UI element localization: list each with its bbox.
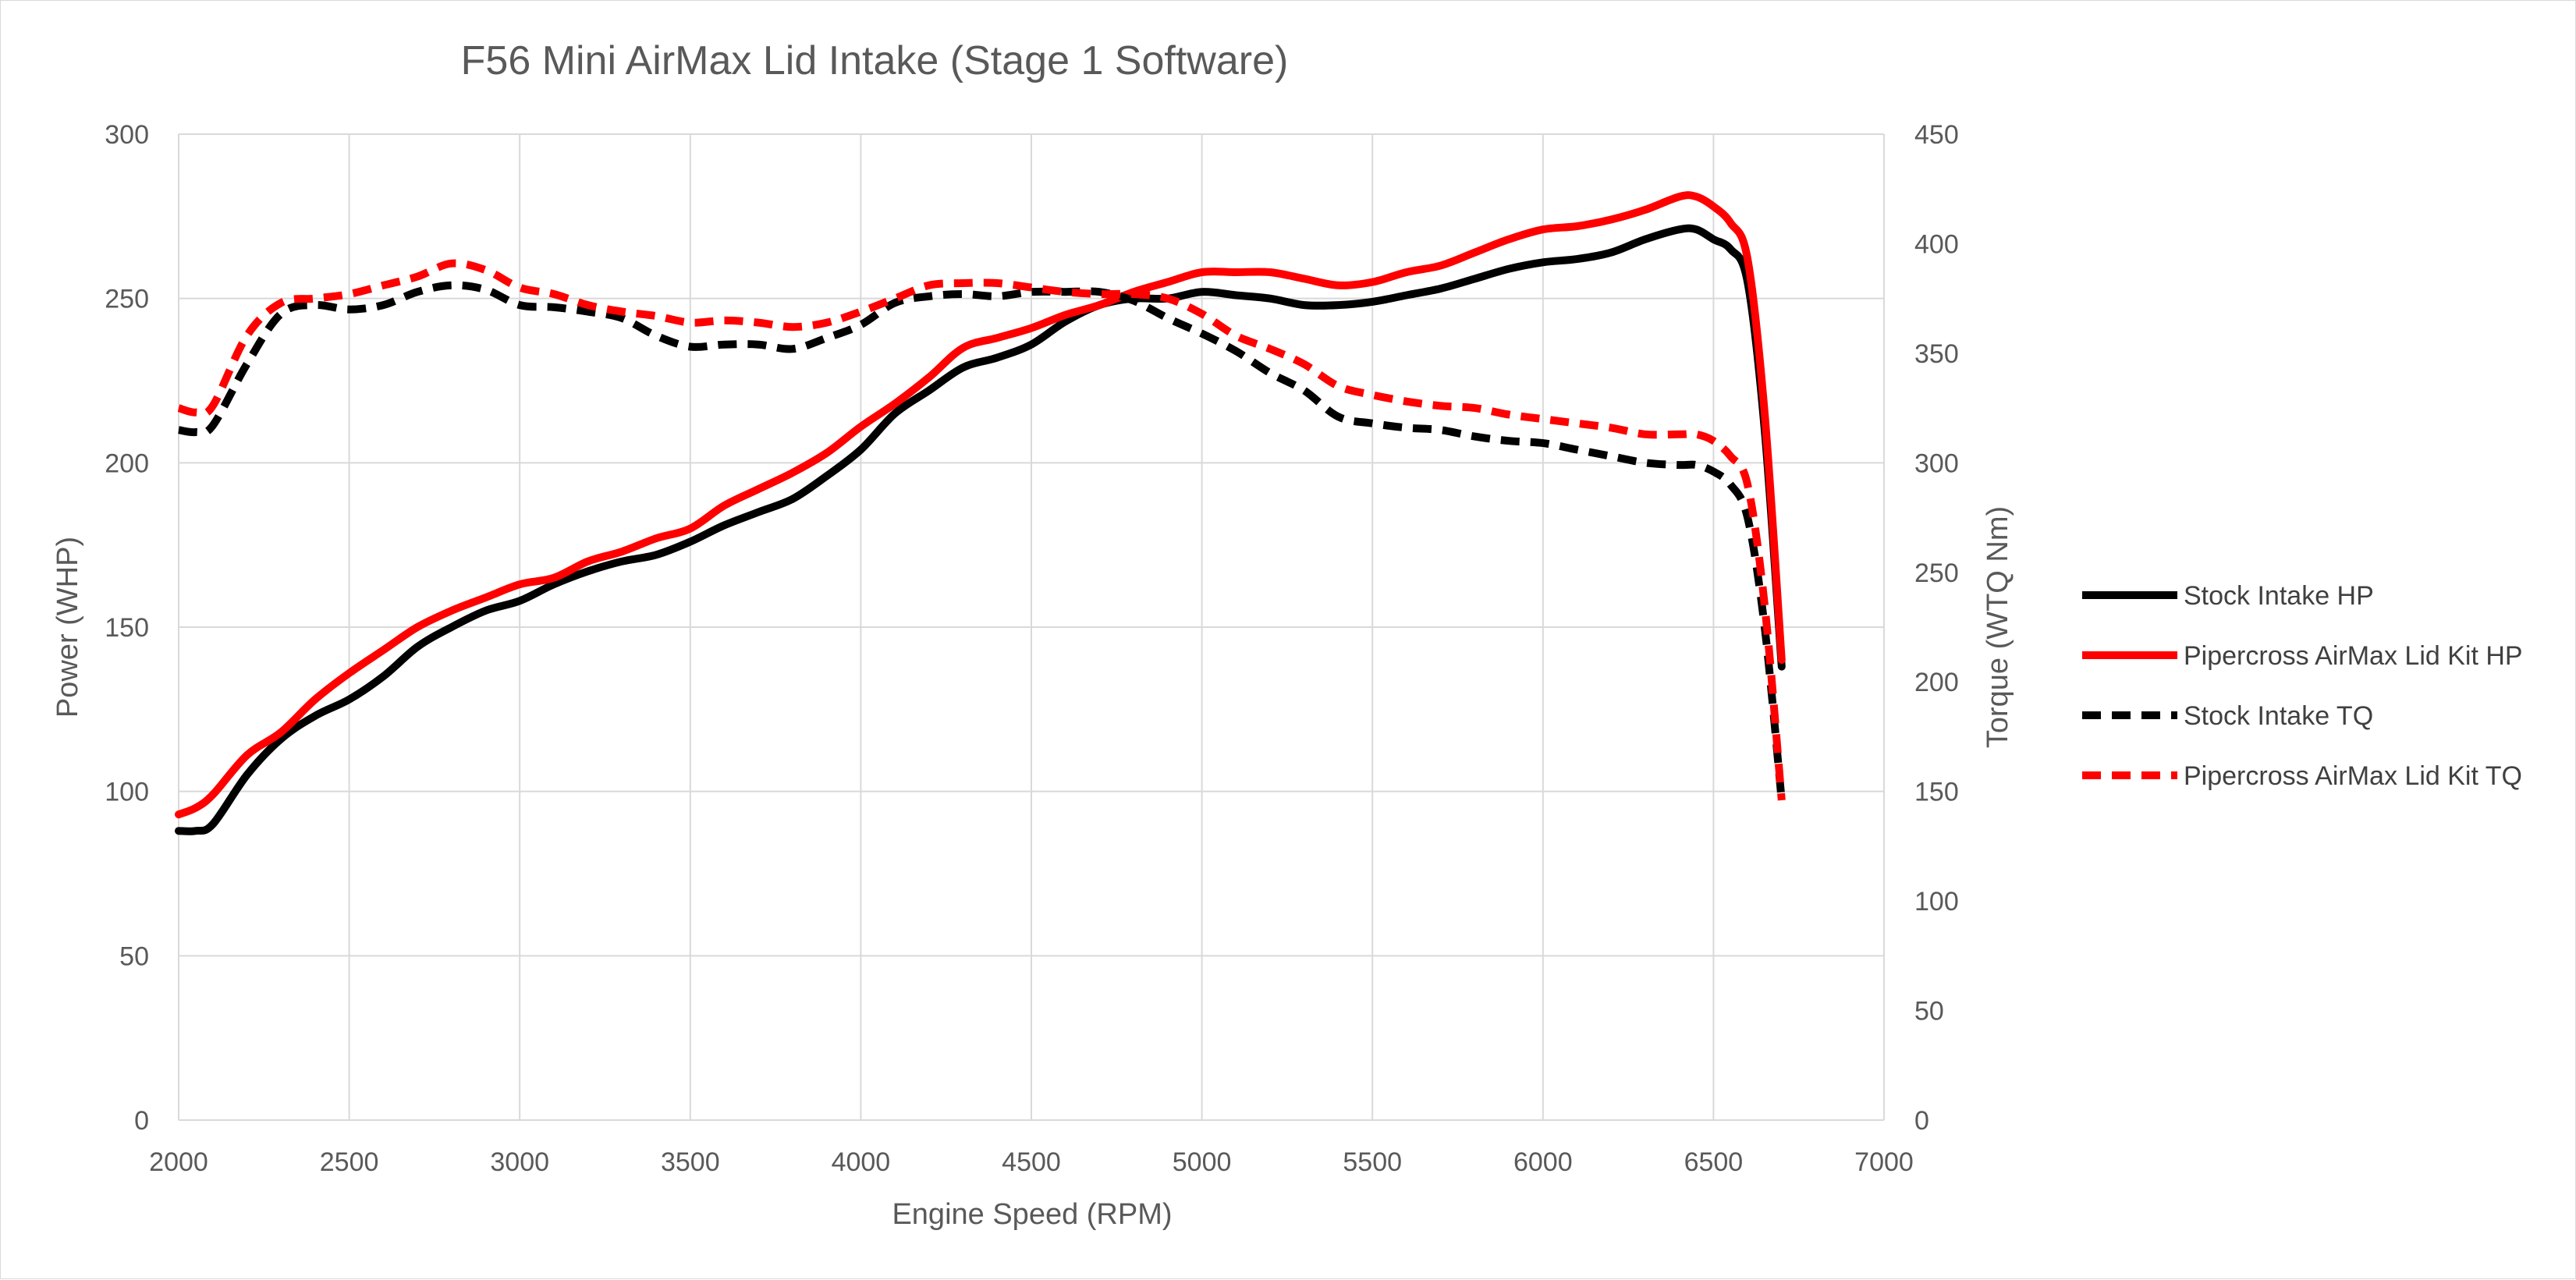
y-tick-label: 200: [105, 449, 149, 478]
y2-tick-label: 0: [1914, 1106, 1929, 1136]
y2-tick-label: 300: [1914, 449, 1959, 478]
x-tick-label: 5500: [1343, 1147, 1402, 1177]
x-tick-label: 5000: [1173, 1147, 1232, 1177]
y-tick-label: 50: [119, 941, 149, 971]
x-tick-label: 7000: [1854, 1147, 1914, 1177]
y-axis-ticks: 0 50 100 150 200 250 300: [105, 120, 149, 1136]
y2-tick-label: 150: [1914, 778, 1959, 807]
chart-title: F56 Mini AirMax Lid Intake (Stage 1 Soft…: [461, 38, 1289, 83]
x-tick-label: 4000: [832, 1147, 891, 1177]
x-tick-label: 6500: [1684, 1147, 1744, 1177]
y2-axis-title: Torque (WTQ Nm): [1982, 506, 2014, 748]
y-tick-label: 100: [105, 778, 149, 807]
y2-tick-label: 350: [1914, 339, 1959, 369]
y-tick-label: 300: [105, 120, 149, 150]
series-line-pipercross-airmax-lid-kit-tq: [177, 259, 1786, 801]
legend-label-pipercross-airmax-lid-kit-hp: Pipercross AirMax Lid Kit HP: [2184, 641, 2523, 671]
y-tick-label: 250: [105, 285, 149, 314]
y2-tick-label: 400: [1914, 229, 1959, 259]
gridlines: [178, 133, 1885, 1121]
x-tick-label: 2500: [320, 1147, 379, 1177]
y2-tick-label: 200: [1914, 668, 1959, 697]
legend-label-stock-intake-hp: Stock Intake HP: [2184, 581, 2374, 611]
x-axis-ticks: 2000 2500 3000 3500 4000 4500 5000 5500 6000 6500…: [149, 1147, 1914, 1177]
series-line-stock-intake-hp: [175, 224, 1786, 835]
x-tick-label: 2000: [149, 1147, 208, 1177]
x-tick-label: 3500: [661, 1147, 720, 1177]
legend-label-pipercross-airmax-lid-kit-tq: Pipercross AirMax Lid Kit TQ: [2184, 761, 2522, 791]
y2-tick-label: 100: [1914, 887, 1959, 917]
y2-tick-label: 50: [1914, 997, 1944, 1026]
y2-axis-ticks: 0 50 100 150 200 250 300 350 400 450: [1914, 120, 1959, 1136]
x-tick-label: 6000: [1513, 1147, 1573, 1177]
y2-tick-label: 250: [1914, 558, 1959, 588]
x-axis-title: Engine Speed (RPM): [892, 1198, 1172, 1231]
x-tick-label: 3000: [490, 1147, 549, 1177]
y-tick-label: 0: [134, 1106, 149, 1136]
x-tick-label: 4500: [1002, 1147, 1061, 1177]
y2-tick-label: 450: [1914, 120, 1959, 150]
y-tick-label: 150: [105, 613, 149, 643]
y-axis-title: Power (WHP): [51, 537, 84, 718]
legend: Stock Intake HP Pipercross AirMax Lid Kit…: [2082, 581, 2523, 791]
legend-label-stock-intake-tq: Stock Intake TQ: [2184, 701, 2373, 731]
series-lines: [175, 191, 1786, 835]
series-line-stock-intake-tq: [178, 281, 1786, 801]
series-line-pipercross-airmax-lid-kit-hp: [175, 191, 1786, 819]
